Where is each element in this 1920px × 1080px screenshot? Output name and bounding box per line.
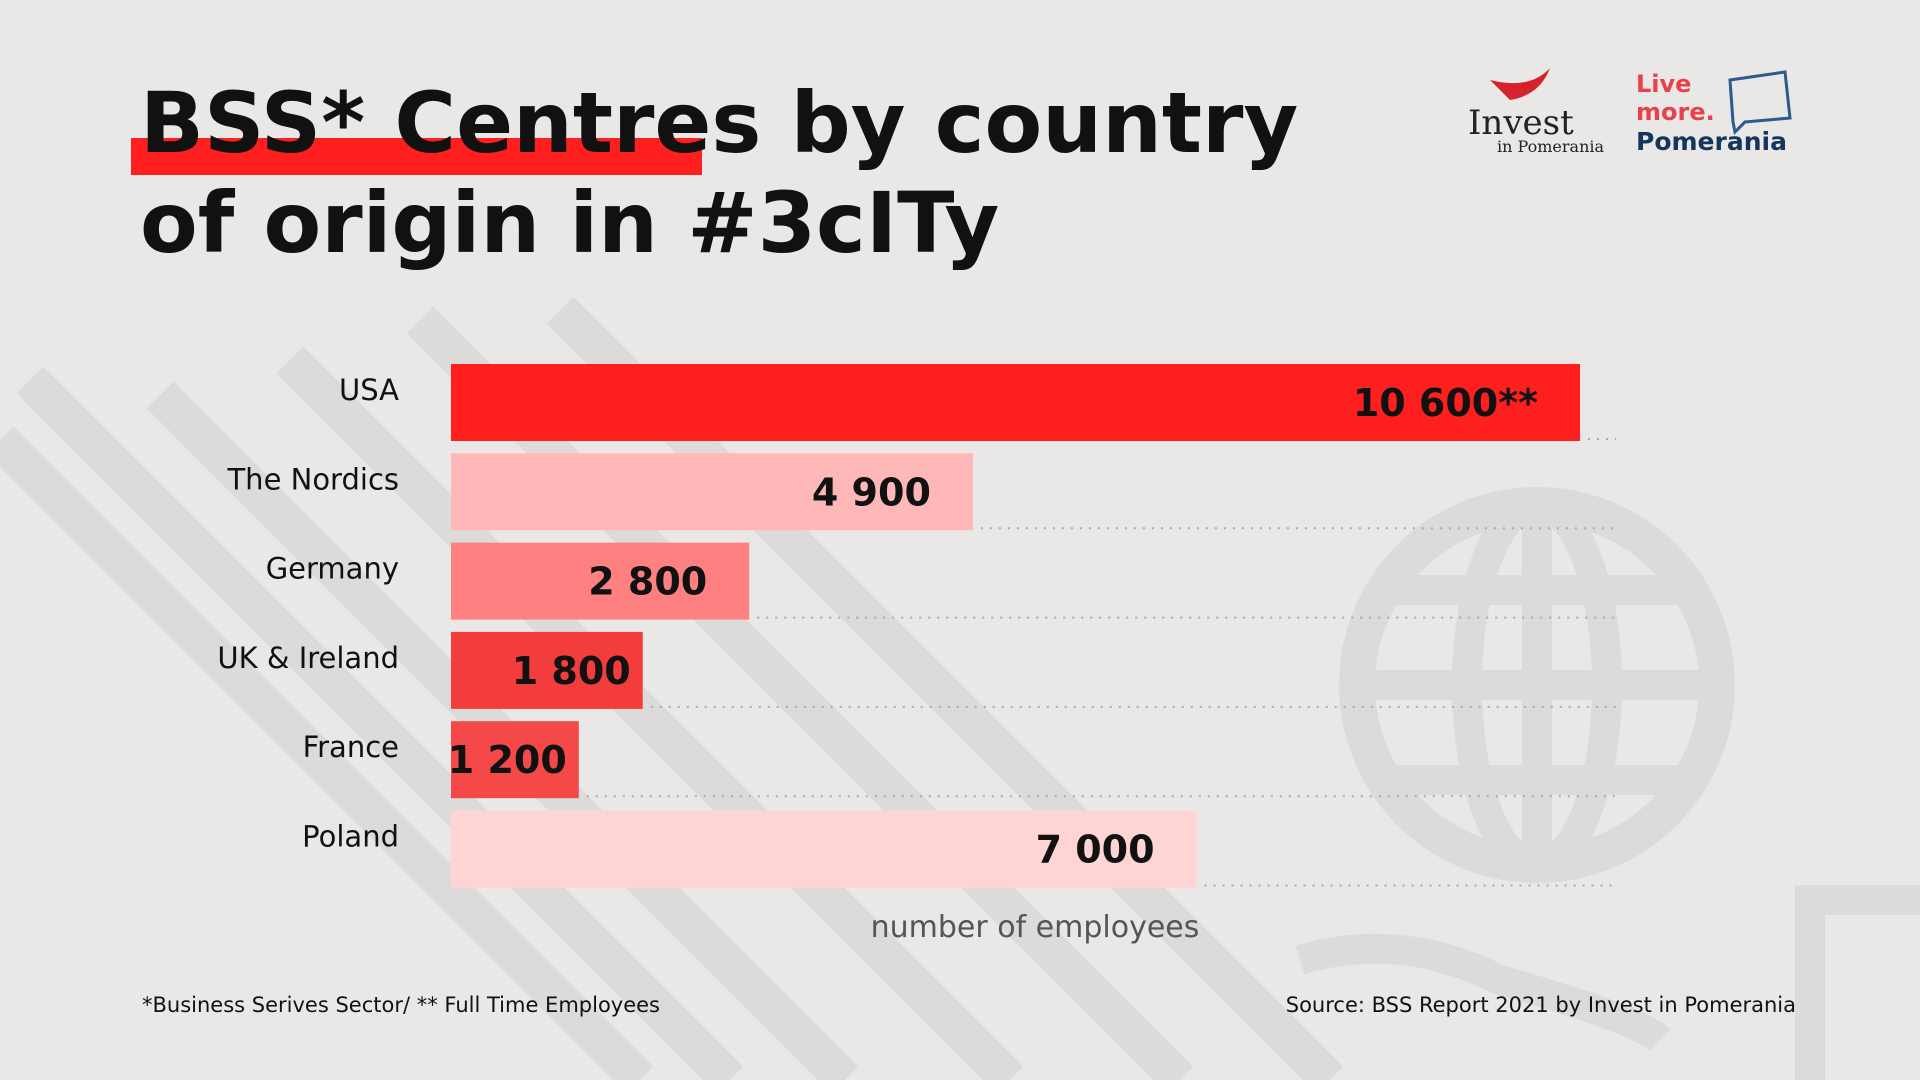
bar — [451, 542, 750, 620]
logo-swoosh — [1490, 68, 1550, 100]
logo-text: Pomerania — [1636, 127, 1787, 156]
chart-title: BSS* Centres by country — [140, 74, 1298, 172]
logo-text: Live — [1636, 70, 1691, 98]
bar — [451, 453, 973, 531]
value-label: 1 800 — [512, 649, 631, 693]
chart-title: of origin in #3cITy — [140, 174, 999, 272]
bar — [451, 810, 1197, 888]
logo-text: more. — [1636, 98, 1715, 126]
bar — [451, 364, 1580, 441]
value-label: 7 000 — [1036, 828, 1155, 872]
category-label: France — [303, 730, 399, 764]
logo-icon — [1728, 70, 1792, 136]
x-axis-label: number of employees — [871, 910, 1200, 945]
title-highlight — [131, 138, 702, 175]
logo-text: Invest — [1468, 103, 1574, 143]
category-label: USA — [339, 373, 399, 407]
value-label: 4 900 — [812, 470, 931, 514]
value-label: 10 600** — [1353, 381, 1538, 425]
category-label: UK & Ireland — [217, 641, 399, 675]
footnote: *Business Serives Sector/ ** Full Time E… — [142, 993, 660, 1017]
category-label: Poland — [302, 820, 399, 854]
value-label: 1 200 — [448, 738, 567, 782]
value-label: 2 800 — [588, 560, 707, 604]
source: Source: BSS Report 2021 by Invest in Pom… — [1286, 993, 1796, 1017]
category-label: The Nordics — [226, 462, 399, 496]
bar — [451, 631, 643, 709]
bar — [451, 721, 579, 799]
logo-text: in Pomerania — [1497, 137, 1605, 156]
category-label: Germany — [266, 552, 399, 586]
